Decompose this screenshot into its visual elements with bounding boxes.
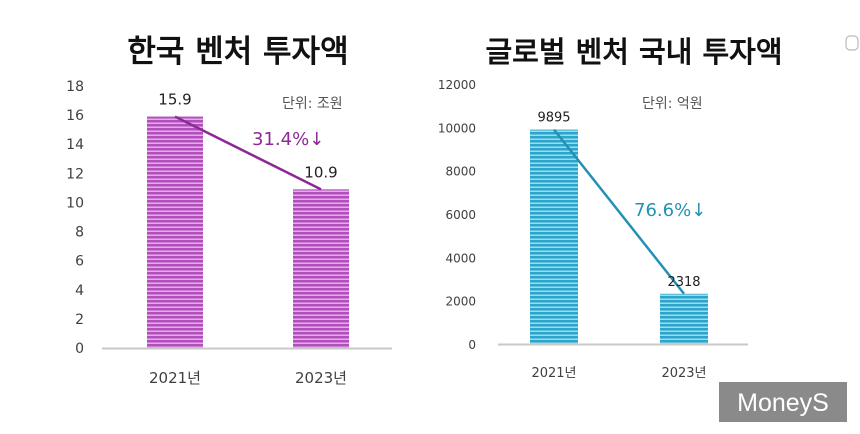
right-trend-line bbox=[553, 128, 685, 295]
right-change-annotation: 76.6%↓ bbox=[634, 200, 706, 221]
y-tick-label: 2000 bbox=[445, 295, 476, 309]
bar bbox=[293, 189, 349, 348]
x-tick-label: 2021년 bbox=[531, 366, 576, 381]
right-unit-label: 단위: 억원 bbox=[642, 96, 703, 112]
left-value-labels: 15.9 10.9 bbox=[158, 91, 337, 182]
y-tick-label: 12000 bbox=[438, 78, 476, 92]
right-bars bbox=[530, 129, 708, 344]
left-y-axis-ticks: 0 2 4 6 8 10 12 14 16 18 bbox=[66, 79, 84, 357]
x-tick-label: 2021년 bbox=[149, 369, 201, 387]
right-value-labels: 9895 2318 bbox=[537, 111, 700, 290]
right-x-tick-labels: 2021년 2023년 bbox=[531, 366, 706, 381]
y-tick-label: 8000 bbox=[445, 165, 476, 179]
y-tick-label: 2 bbox=[75, 312, 84, 328]
data-label: 2318 bbox=[667, 275, 700, 290]
right-chart-title: 글로벌 벤처 국내 투자액 bbox=[485, 35, 782, 69]
data-label: 10.9 bbox=[304, 163, 337, 181]
data-label: 15.9 bbox=[158, 91, 191, 109]
left-chart-title: 한국 벤처 투자액 bbox=[127, 34, 348, 70]
y-tick-label: 12 bbox=[66, 166, 84, 182]
scroll-nub bbox=[845, 35, 859, 51]
y-tick-label: 6000 bbox=[445, 208, 476, 222]
left-bars bbox=[147, 116, 349, 348]
bar bbox=[530, 129, 578, 344]
y-tick-label: 14 bbox=[66, 137, 84, 153]
right-y-axis-ticks: 0 2000 4000 6000 8000 10000 12000 bbox=[438, 78, 476, 352]
y-tick-label: 16 bbox=[66, 108, 84, 124]
left-change-annotation: 31.4%↓ bbox=[252, 129, 324, 150]
y-tick-label: 0 bbox=[468, 338, 476, 352]
x-tick-label: 2023년 bbox=[295, 369, 347, 387]
left-trend-line bbox=[174, 115, 322, 191]
right-chart: 글로벌 벤처 국내 투자액 단위: 억원 0 2000 4000 6000 8000 10… bbox=[438, 35, 783, 381]
left-x-tick-labels: 2021년 2023년 bbox=[149, 369, 347, 387]
y-tick-label: 10 bbox=[66, 195, 84, 211]
y-tick-label: 6 bbox=[75, 254, 84, 270]
bar bbox=[147, 116, 203, 348]
watermark-background bbox=[719, 382, 847, 422]
watermark-logo: MoneyS bbox=[719, 382, 847, 422]
y-tick-label: 4000 bbox=[445, 251, 476, 265]
left-unit-label: 단위: 조원 bbox=[282, 96, 343, 112]
data-label: 9895 bbox=[537, 111, 570, 126]
x-tick-label: 2023년 bbox=[661, 366, 706, 381]
y-tick-label: 0 bbox=[75, 341, 84, 357]
watermark-text: MoneyS bbox=[737, 389, 829, 417]
y-tick-label: 8 bbox=[75, 225, 84, 241]
bar bbox=[660, 293, 708, 344]
y-tick-label: 4 bbox=[75, 283, 84, 299]
y-tick-label: 10000 bbox=[438, 121, 476, 135]
y-tick-label: 18 bbox=[66, 79, 84, 95]
